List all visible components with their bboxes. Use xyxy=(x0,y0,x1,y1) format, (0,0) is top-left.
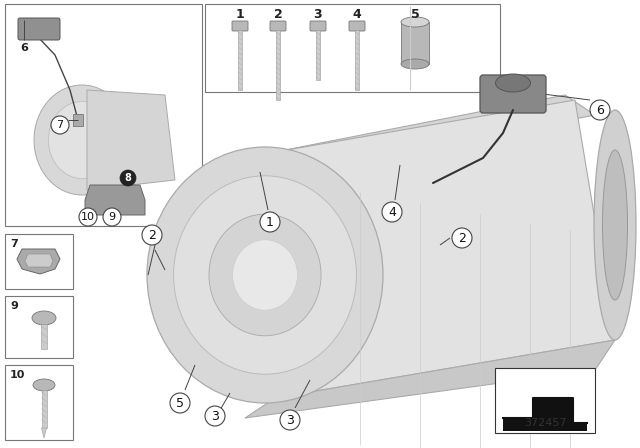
Circle shape xyxy=(452,228,472,248)
Circle shape xyxy=(103,208,121,226)
Text: 7: 7 xyxy=(10,239,18,249)
Bar xyxy=(42,390,47,428)
Ellipse shape xyxy=(33,379,55,391)
Text: 9: 9 xyxy=(108,212,116,222)
Ellipse shape xyxy=(495,74,531,92)
Ellipse shape xyxy=(401,59,429,69)
Polygon shape xyxy=(87,90,175,190)
Bar xyxy=(316,30,320,80)
Text: 5: 5 xyxy=(411,8,419,21)
Polygon shape xyxy=(17,249,60,274)
Text: 372457: 372457 xyxy=(524,418,566,428)
Circle shape xyxy=(590,100,610,120)
Text: 2: 2 xyxy=(458,232,466,245)
Bar xyxy=(401,22,429,64)
Circle shape xyxy=(260,212,280,232)
Bar xyxy=(5,4,202,226)
Circle shape xyxy=(79,208,97,226)
Polygon shape xyxy=(42,428,47,438)
Bar xyxy=(5,234,73,289)
FancyBboxPatch shape xyxy=(310,21,326,31)
Ellipse shape xyxy=(602,150,627,300)
Polygon shape xyxy=(275,95,595,177)
Bar xyxy=(355,30,359,90)
Circle shape xyxy=(142,225,162,245)
Bar xyxy=(276,30,280,100)
Text: 2: 2 xyxy=(148,228,156,241)
Bar xyxy=(73,114,83,126)
Polygon shape xyxy=(25,254,53,267)
Circle shape xyxy=(51,116,69,134)
Ellipse shape xyxy=(209,214,321,336)
Circle shape xyxy=(382,202,402,222)
Bar xyxy=(5,296,73,358)
Ellipse shape xyxy=(594,110,636,340)
Bar xyxy=(238,30,242,90)
Text: 3: 3 xyxy=(314,8,323,21)
Bar xyxy=(41,324,47,349)
Text: 9: 9 xyxy=(10,301,18,311)
Text: 4: 4 xyxy=(353,8,362,21)
Polygon shape xyxy=(85,185,145,215)
Text: 5: 5 xyxy=(176,396,184,409)
Text: 4: 4 xyxy=(388,206,396,219)
Text: 3: 3 xyxy=(286,414,294,426)
FancyBboxPatch shape xyxy=(270,21,286,31)
Text: 2: 2 xyxy=(274,8,282,21)
Circle shape xyxy=(280,410,300,430)
Bar xyxy=(205,4,500,92)
FancyBboxPatch shape xyxy=(232,21,248,31)
FancyBboxPatch shape xyxy=(349,21,365,31)
Bar xyxy=(495,368,595,433)
Text: 1: 1 xyxy=(266,215,274,228)
Bar xyxy=(5,365,73,440)
Circle shape xyxy=(170,393,190,413)
Text: 3: 3 xyxy=(211,409,219,422)
Text: 10: 10 xyxy=(81,212,95,222)
Text: 10: 10 xyxy=(10,370,26,380)
Ellipse shape xyxy=(32,311,56,325)
FancyBboxPatch shape xyxy=(18,18,60,40)
Polygon shape xyxy=(275,100,615,398)
Circle shape xyxy=(120,170,136,186)
Circle shape xyxy=(205,406,225,426)
Text: 6: 6 xyxy=(20,43,28,53)
Ellipse shape xyxy=(34,85,130,195)
Ellipse shape xyxy=(232,240,298,310)
Polygon shape xyxy=(503,398,587,431)
Polygon shape xyxy=(245,340,615,418)
Ellipse shape xyxy=(147,147,383,403)
Text: 8: 8 xyxy=(125,173,131,183)
Text: 1: 1 xyxy=(236,8,244,21)
Ellipse shape xyxy=(401,17,429,27)
Text: 7: 7 xyxy=(56,120,63,130)
Ellipse shape xyxy=(49,102,116,178)
Ellipse shape xyxy=(173,176,356,374)
FancyBboxPatch shape xyxy=(480,75,546,113)
Text: 6: 6 xyxy=(596,103,604,116)
